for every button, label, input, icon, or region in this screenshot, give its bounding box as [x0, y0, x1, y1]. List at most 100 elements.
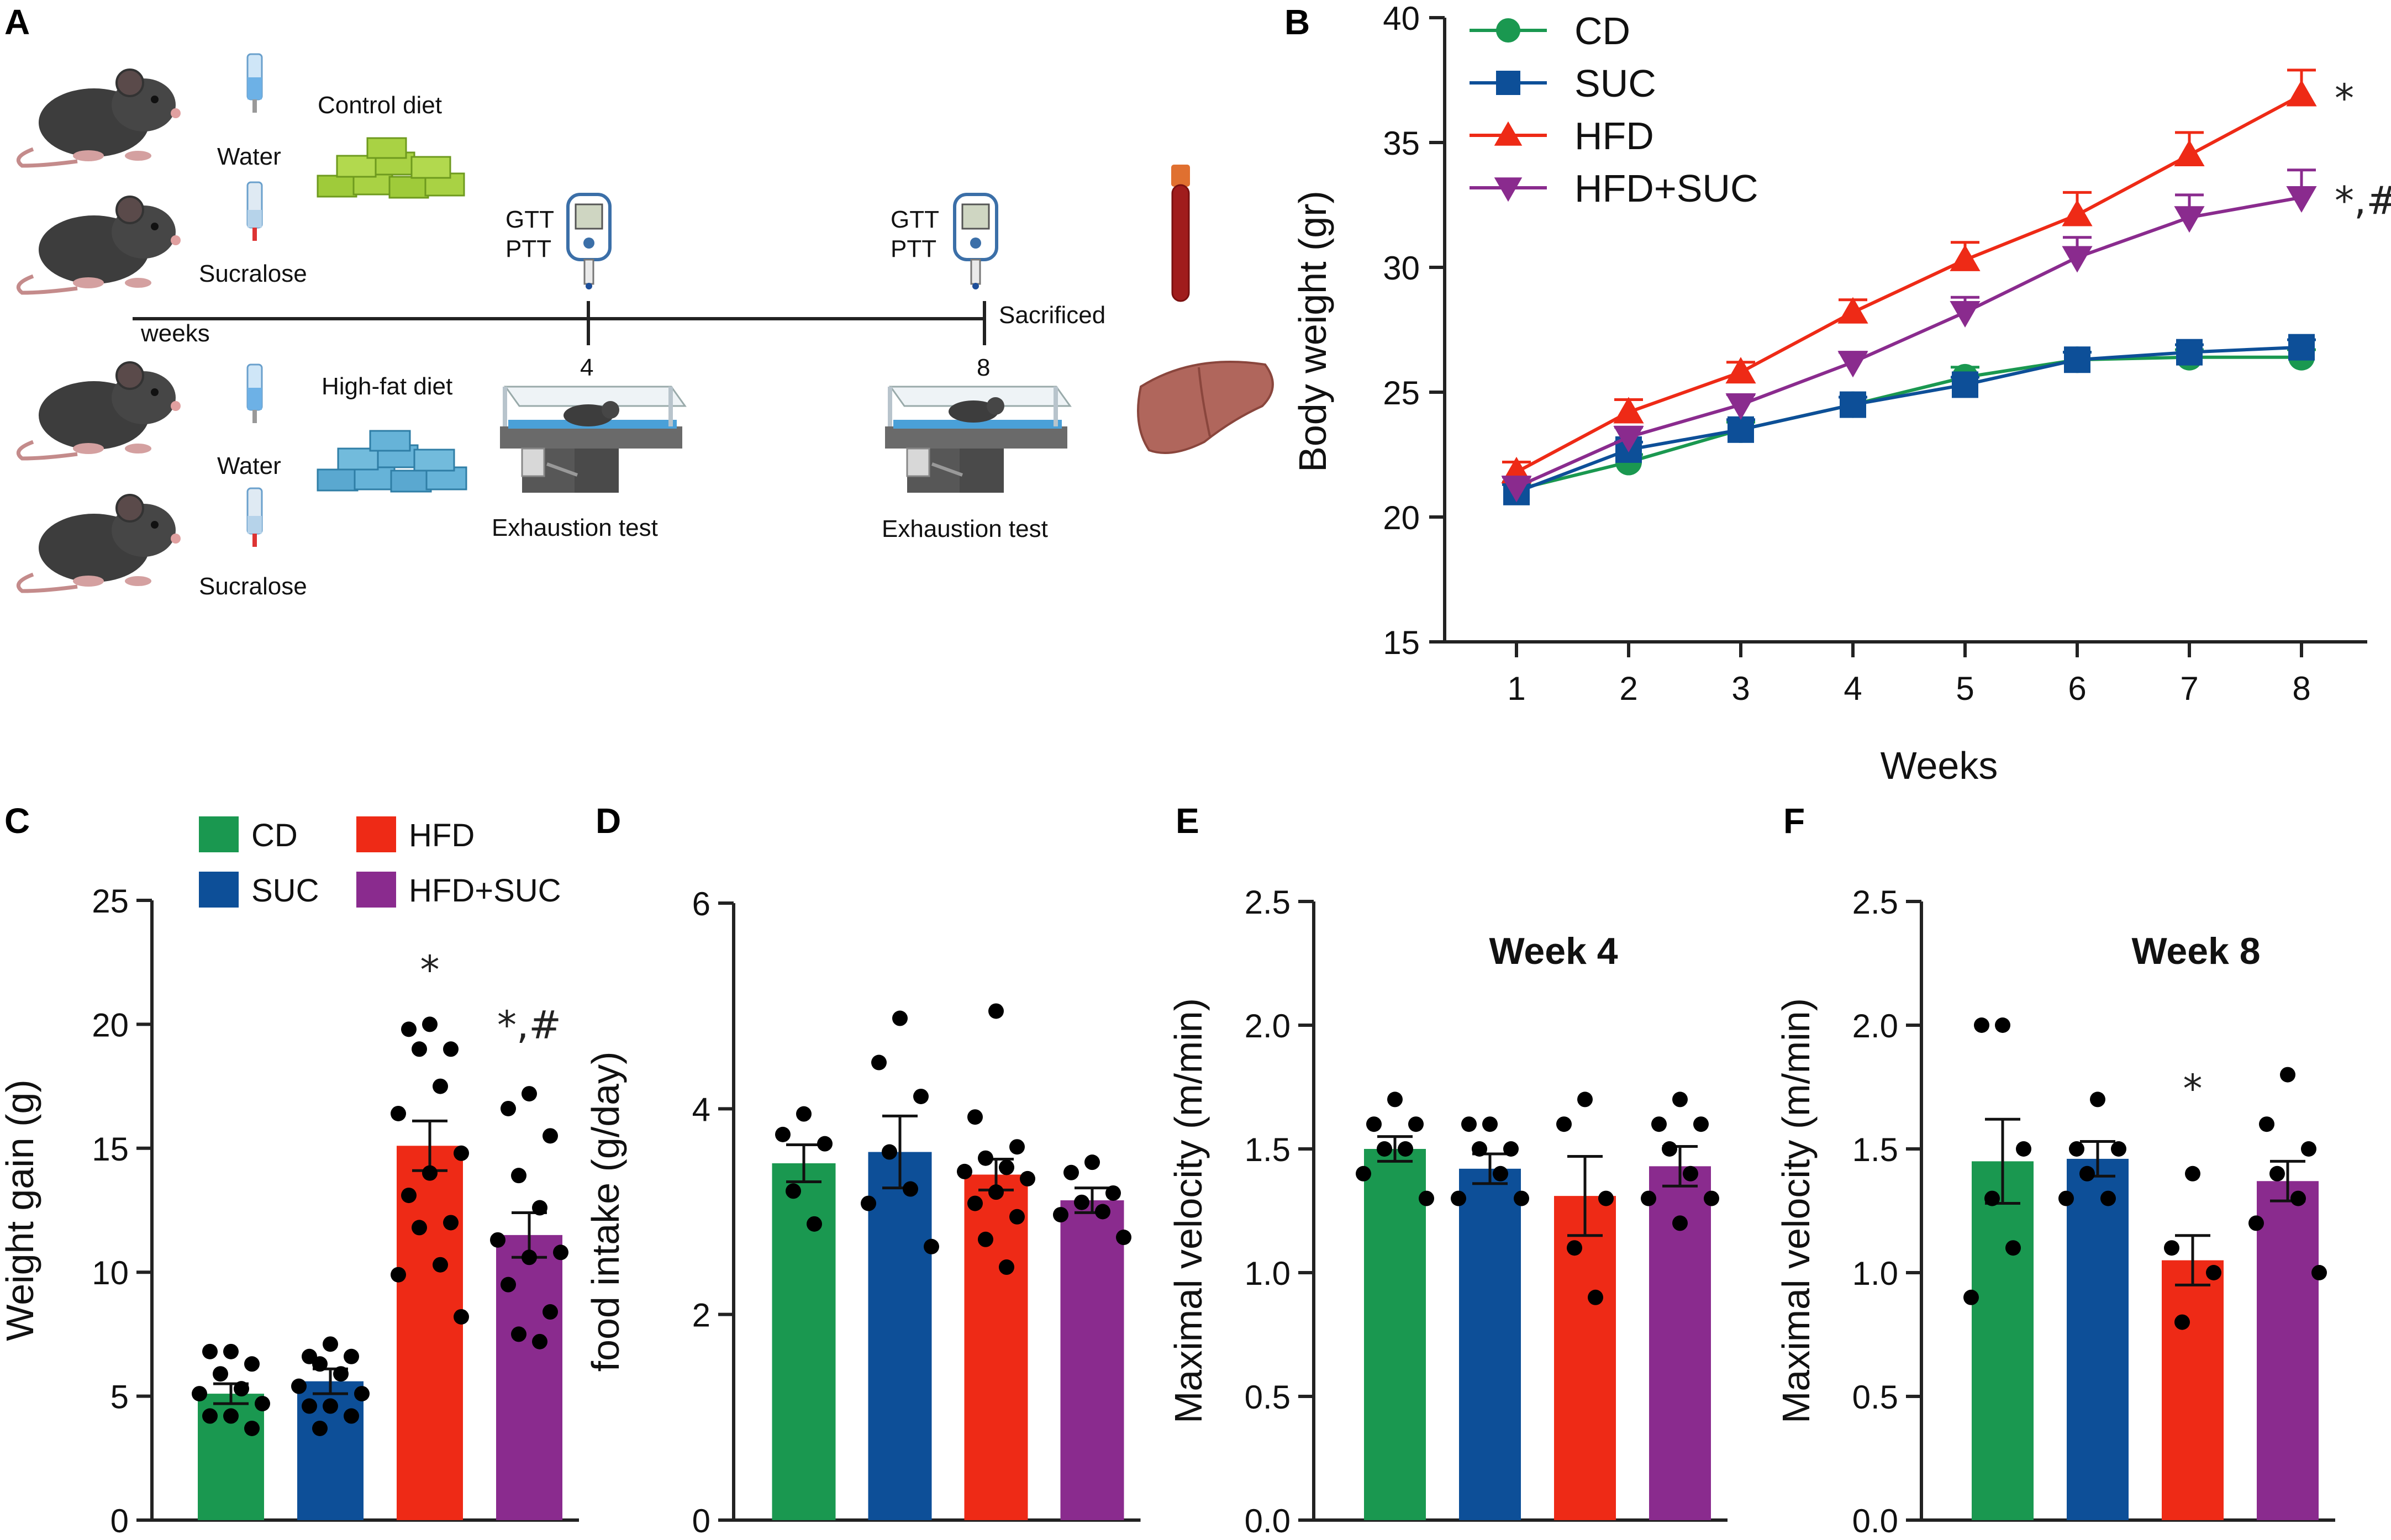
data-point	[1493, 1165, 1508, 1182]
x-tick-label: 2	[1619, 670, 1637, 707]
treadmill-icon	[885, 386, 1072, 493]
data-point	[999, 1159, 1014, 1175]
y-tick-label: 20	[1383, 499, 1420, 536]
legend-label: SUC	[1574, 62, 1656, 105]
y-tick-label: 2.0	[1852, 1008, 1898, 1045]
bar	[2162, 1260, 2224, 1520]
x-tick-label: 4	[1844, 670, 1862, 707]
bar	[964, 1174, 1028, 1520]
y-tick-label: 0.0	[1245, 1502, 1291, 1539]
data-point	[2174, 206, 2205, 233]
data-point	[412, 1220, 427, 1236]
panel-b: B 15 20 25 30 35 40 1 2 3 4 5 6 7 8 Weeks Body weight (…	[1284, 0, 2391, 787]
legend-marker	[1496, 18, 1520, 43]
data-point	[532, 1333, 547, 1349]
significance-mark: *	[2335, 76, 2354, 121]
data-point	[1598, 1190, 1614, 1206]
data-point	[1053, 1207, 1068, 1223]
legend-swatch	[199, 872, 239, 908]
bar	[1060, 1200, 1124, 1520]
y-tick-label: 2	[692, 1297, 710, 1334]
data-point	[391, 1267, 406, 1283]
food-pellets-icon	[317, 430, 467, 493]
mouse-icon	[16, 68, 181, 168]
data-point	[2016, 1141, 2031, 1157]
data-point	[2111, 1141, 2126, 1157]
legend-swatch	[199, 816, 239, 852]
legend-swatch	[356, 816, 396, 852]
bar	[1364, 1149, 1426, 1520]
data-point	[1074, 1194, 1089, 1210]
legend-label: CD	[251, 818, 298, 853]
data-point	[234, 1381, 249, 1397]
data-point	[501, 1277, 516, 1293]
data-point	[1398, 1141, 1413, 1157]
data-point	[543, 1304, 558, 1320]
data-point	[1693, 1116, 1709, 1132]
data-point	[999, 1259, 1014, 1275]
gtt-label: GTT	[891, 206, 939, 233]
data-point	[796, 1106, 812, 1122]
legend-label: HFD+SUC	[409, 873, 561, 909]
blood-tube-icon	[1171, 165, 1190, 302]
data-point	[244, 1356, 260, 1372]
chart-title: Week 4	[1489, 930, 1618, 972]
panel-c: C 0 5 10 15 20 25 Weight gain (g) * *,# CD SUC HFD H…	[0, 801, 579, 1539]
data-point	[1451, 1190, 1466, 1206]
y-tick-label: 25	[92, 883, 129, 920]
week8-velocity-bar-chart: 0.0 0.5 1.0 1.5 2.0 2.5 Maximal velocity (m/mi…	[1774, 884, 2335, 1539]
data-point	[1009, 1139, 1025, 1155]
legend-swatch	[356, 872, 396, 908]
data-point	[323, 1336, 338, 1352]
panel-f: F 0.0 0.5 1.0 1.5 2.0 2.5 Maximal velocity (m/…	[1774, 801, 2335, 1539]
legend-label: CD	[1574, 9, 1630, 52]
week8-label: 8	[977, 354, 990, 381]
y-tick-label: 6	[692, 885, 710, 922]
panel-a: A	[4, 2, 1274, 600]
data-point	[1613, 397, 1644, 424]
bar	[1972, 1161, 2034, 1520]
data-point	[1963, 1289, 1979, 1305]
data-point	[2259, 1116, 2274, 1132]
data-point	[223, 1408, 239, 1424]
ptt-label: PTT	[891, 235, 936, 262]
y-tick-label: 1.5	[1245, 1131, 1291, 1168]
data-point	[1387, 1091, 1403, 1107]
data-point	[861, 1195, 876, 1211]
data-point	[501, 1100, 516, 1116]
panel-e: E 0.0 0.5 1.0 1.5 2.0 2.5 Maximal velocity (m/…	[1167, 801, 1728, 1539]
data-point	[511, 1326, 526, 1342]
data-point	[1974, 1017, 1989, 1033]
data-point	[333, 1366, 349, 1382]
data-point	[988, 1003, 1004, 1019]
data-point	[1950, 300, 1981, 328]
y-tick-label: 0	[110, 1502, 129, 1539]
data-point	[522, 1086, 537, 1102]
legend-label: SUC	[251, 873, 319, 909]
data-point	[1366, 1116, 1382, 1132]
data-point	[2090, 1091, 2105, 1107]
data-point	[1408, 1116, 1424, 1132]
legend-marker	[1496, 71, 1520, 95]
data-point	[354, 1386, 370, 1402]
significance-mark: *	[2183, 1066, 2203, 1111]
bar	[772, 1163, 836, 1520]
bar	[2067, 1158, 2129, 1520]
data-point	[807, 1216, 822, 1232]
data-point	[988, 1184, 1004, 1200]
bar	[868, 1152, 932, 1520]
data-point	[344, 1348, 359, 1364]
data-point	[2290, 1190, 2306, 1206]
data-point	[1105, 1185, 1121, 1201]
data-point	[192, 1386, 207, 1402]
series-line	[1515, 93, 2303, 474]
data-point	[401, 1188, 417, 1204]
data-point	[202, 1343, 218, 1359]
data-point	[2058, 1190, 2074, 1206]
y-tick-label: 40	[1383, 0, 1420, 37]
data-point	[924, 1238, 939, 1254]
data-point	[2062, 246, 2093, 273]
bar	[1554, 1196, 1616, 1520]
data-point	[302, 1398, 317, 1414]
